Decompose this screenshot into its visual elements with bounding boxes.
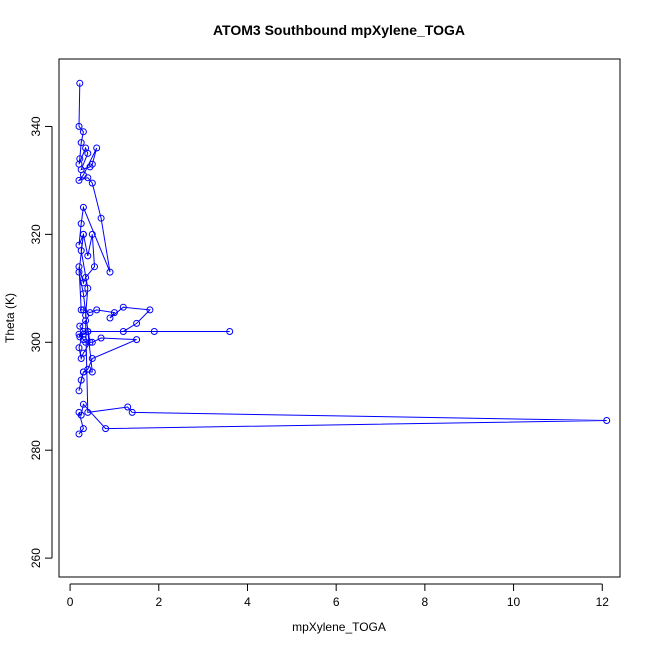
data-point [93, 144, 101, 152]
data-point [79, 279, 87, 287]
data-point [77, 247, 85, 255]
data-point [77, 355, 85, 362]
data-point [79, 425, 87, 433]
series-layer [75, 79, 611, 438]
data-point [88, 179, 96, 187]
data-point [76, 322, 84, 330]
chart-title: ATOM3 Southbound mpXylene_TOGA [213, 22, 465, 38]
y-tick-label: 320 [29, 224, 43, 244]
data-point [79, 290, 87, 298]
plot-frame [58, 58, 621, 578]
data-point [76, 155, 84, 163]
y-tick-label: 260 [29, 548, 43, 568]
data-point [75, 430, 83, 438]
data-point [84, 252, 92, 260]
data-point [75, 122, 83, 130]
x-tick-label: 2 [155, 595, 162, 609]
data-point [150, 328, 158, 335]
data-point [75, 344, 83, 352]
data-point [110, 309, 118, 317]
y-axis-label: Theta (K) [3, 293, 17, 343]
x-tick-label: 0 [67, 595, 74, 609]
data-point [79, 230, 87, 238]
data-point [119, 328, 127, 335]
data-point [106, 268, 114, 276]
data-point [119, 303, 127, 311]
data-point [226, 328, 234, 335]
data-point [75, 268, 83, 276]
data-point [84, 174, 92, 182]
data-point [97, 214, 105, 222]
data-point [91, 263, 98, 271]
data-point [77, 306, 85, 314]
data-point [84, 284, 92, 292]
data-point [88, 355, 96, 362]
x-tick-label: 8 [422, 595, 429, 609]
data-point [77, 376, 85, 384]
y-tick-label: 300 [29, 332, 43, 352]
series-line [77, 83, 607, 435]
data-point [128, 408, 136, 416]
data-point [79, 128, 87, 136]
y-tick-label: 340 [29, 116, 43, 136]
data-point [79, 328, 87, 335]
data-point [146, 306, 154, 314]
data-point [82, 317, 90, 325]
data-point [75, 263, 83, 271]
data-point [88, 160, 96, 168]
data-point [93, 306, 101, 314]
data-point [133, 319, 141, 327]
x-tick-label: 12 [596, 595, 610, 609]
data-point [84, 328, 92, 335]
data-point [84, 149, 92, 157]
x-axis-label: mpXylene_TOGA [292, 620, 386, 634]
data-point [86, 338, 94, 346]
data-point [102, 425, 110, 433]
data-point [79, 203, 87, 211]
data-point [603, 417, 611, 424]
data-point [88, 368, 96, 376]
data-point [97, 334, 105, 342]
y-tick-label: 280 [29, 440, 43, 460]
data-point [79, 368, 87, 376]
x-tick-label: 10 [507, 595, 521, 609]
data-point [133, 336, 141, 344]
data-point [75, 387, 83, 395]
data-point [76, 79, 84, 87]
data-point [124, 403, 132, 411]
x-tick-label: 4 [244, 595, 251, 609]
data-point [75, 176, 83, 184]
y-axis: 260 280 300 320 340 [29, 116, 53, 568]
data-point [82, 338, 90, 346]
data-point [84, 408, 92, 416]
x-axis: 0 2 4 6 8 10 12 [67, 583, 610, 609]
data-point [77, 139, 85, 147]
data-point [82, 311, 90, 319]
data-point [75, 408, 83, 416]
data-point [88, 230, 96, 238]
x-tick-label: 6 [333, 595, 340, 609]
data-point [79, 400, 87, 408]
data-point [88, 338, 96, 346]
data-point [106, 314, 114, 322]
data-point [77, 220, 85, 228]
